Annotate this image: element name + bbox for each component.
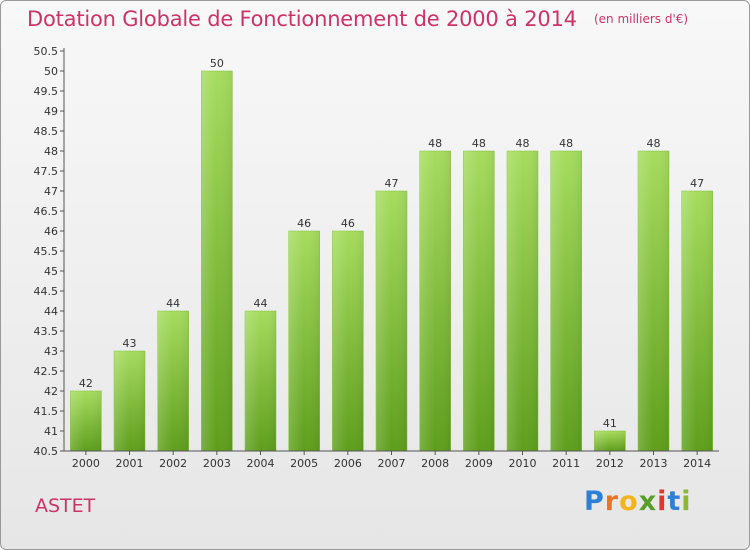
x-tick-label: 2013 — [640, 457, 668, 470]
bar-value-label: 46 — [341, 217, 355, 230]
brand-letter: P — [584, 486, 605, 517]
bar-shine — [114, 351, 145, 451]
x-tick-label: 2000 — [72, 457, 100, 470]
x-tick-label: 2003 — [203, 457, 231, 470]
y-tick-label: 47.5 — [34, 165, 59, 178]
bar-shine — [332, 231, 364, 451]
bar-shine — [507, 151, 538, 451]
bars: 42 43 44 50 44 46 46 47 48 48 48 48 41 48 47 — [70, 57, 713, 452]
brand-logo: Proxiti — [584, 486, 692, 517]
y-tick-label: 43 — [44, 345, 58, 358]
y-tick-label: 45.5 — [34, 245, 59, 258]
bar-value-label: 41 — [603, 417, 617, 430]
x-tick-label: 2012 — [596, 457, 624, 470]
x-axis: 2000 2001 2002 2003 2004 2005 2006 2007 2008 2009… — [64, 450, 719, 470]
brand-letter: x — [638, 486, 658, 517]
y-tick-label: 42 — [44, 385, 58, 398]
x-tick-label: 2010 — [509, 457, 537, 470]
bar-value-label: 44 — [166, 297, 180, 310]
bar-shine — [376, 191, 407, 451]
x-tick-label: 2001 — [116, 457, 144, 470]
y-tick-label: 42.5 — [34, 365, 59, 378]
y-tick-label: 44.5 — [34, 285, 59, 298]
x-tick-label: 2009 — [465, 457, 493, 470]
bar-shine — [681, 191, 713, 451]
bar-value-label: 43 — [123, 337, 137, 350]
x-tick-label: 2006 — [334, 457, 362, 470]
x-tick-label: 2007 — [378, 457, 406, 470]
bar-value-label: 42 — [79, 377, 93, 390]
y-tick-label: 46.5 — [34, 205, 59, 218]
y-tick-label: 41.5 — [34, 405, 59, 418]
brand-letter: r — [604, 486, 620, 517]
bar-shine — [638, 151, 669, 451]
y-tick-label: 43.5 — [34, 325, 59, 338]
x-tick-label: 2002 — [159, 457, 187, 470]
x-tick-label: 2014 — [683, 457, 711, 470]
chart-subtitle: (en milliers d'€) — [593, 12, 689, 26]
bar-value-label: 47 — [690, 177, 704, 190]
brand-letter: t — [667, 486, 682, 517]
brand-letter: o — [619, 486, 639, 517]
y-tick-label: 48 — [44, 145, 58, 158]
y-tick-label: 47 — [44, 185, 58, 198]
y-axis: 40.5 41 41.5 42 42.5 43 43.5 44 44.5 45 45.5 46 46.5… — [34, 45, 65, 458]
chart-title: Dotation Globale de Fonctionnement de 20… — [27, 7, 577, 31]
bar-value-label: 48 — [647, 137, 661, 150]
brand-letter: i — [681, 486, 692, 517]
x-tick-label: 2011 — [552, 457, 580, 470]
bar-value-label: 48 — [516, 137, 530, 150]
bar-shine — [594, 431, 626, 451]
bar-value-label: 48 — [559, 137, 573, 150]
bar-shine — [245, 311, 276, 451]
x-tick-label: 2008 — [421, 457, 449, 470]
bar-shine — [201, 71, 233, 451]
bar-shine — [288, 231, 320, 451]
y-tick-label: 49.5 — [34, 85, 59, 98]
bar-shine — [157, 311, 189, 451]
bar-value-label: 46 — [297, 217, 311, 230]
bar-shine — [463, 151, 495, 451]
bar-value-label: 48 — [428, 137, 442, 150]
bar-value-label: 47 — [385, 177, 399, 190]
bar-value-label: 44 — [254, 297, 268, 310]
bar-shine — [70, 391, 102, 451]
x-tick-label: 2004 — [247, 457, 275, 470]
brand-letter: i — [657, 486, 668, 517]
y-tick-label: 45 — [44, 265, 58, 278]
bar-shine — [419, 151, 451, 451]
title-row: Dotation Globale de Fonctionnement de 20… — [27, 7, 688, 31]
bar-value-label: 50 — [210, 57, 224, 70]
y-tick-label: 41 — [44, 425, 58, 438]
bar-value-label: 48 — [472, 137, 486, 150]
y-tick-label: 46 — [44, 225, 58, 238]
y-tick-label: 49 — [44, 105, 58, 118]
y-tick-label: 40.5 — [34, 445, 59, 458]
y-tick-label: 44 — [44, 305, 58, 318]
commune-name: ASTET — [35, 495, 96, 517]
y-tick-label: 50.5 — [34, 45, 59, 58]
x-tick-label: 2005 — [290, 457, 318, 470]
y-tick-label: 48.5 — [34, 125, 59, 138]
y-tick-label: 50 — [44, 65, 58, 78]
bar-shine — [550, 151, 582, 451]
